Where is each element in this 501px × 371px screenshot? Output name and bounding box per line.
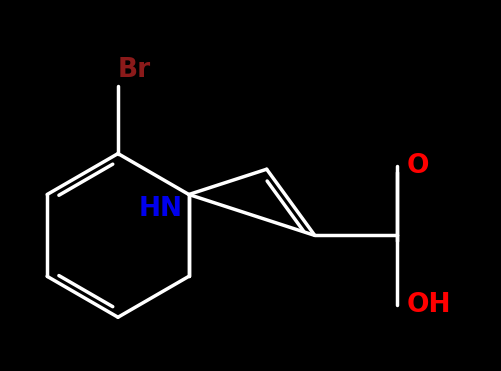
- Text: OH: OH: [406, 292, 451, 318]
- Text: O: O: [406, 153, 429, 179]
- Text: Br: Br: [118, 57, 151, 83]
- Text: HN: HN: [138, 196, 182, 222]
